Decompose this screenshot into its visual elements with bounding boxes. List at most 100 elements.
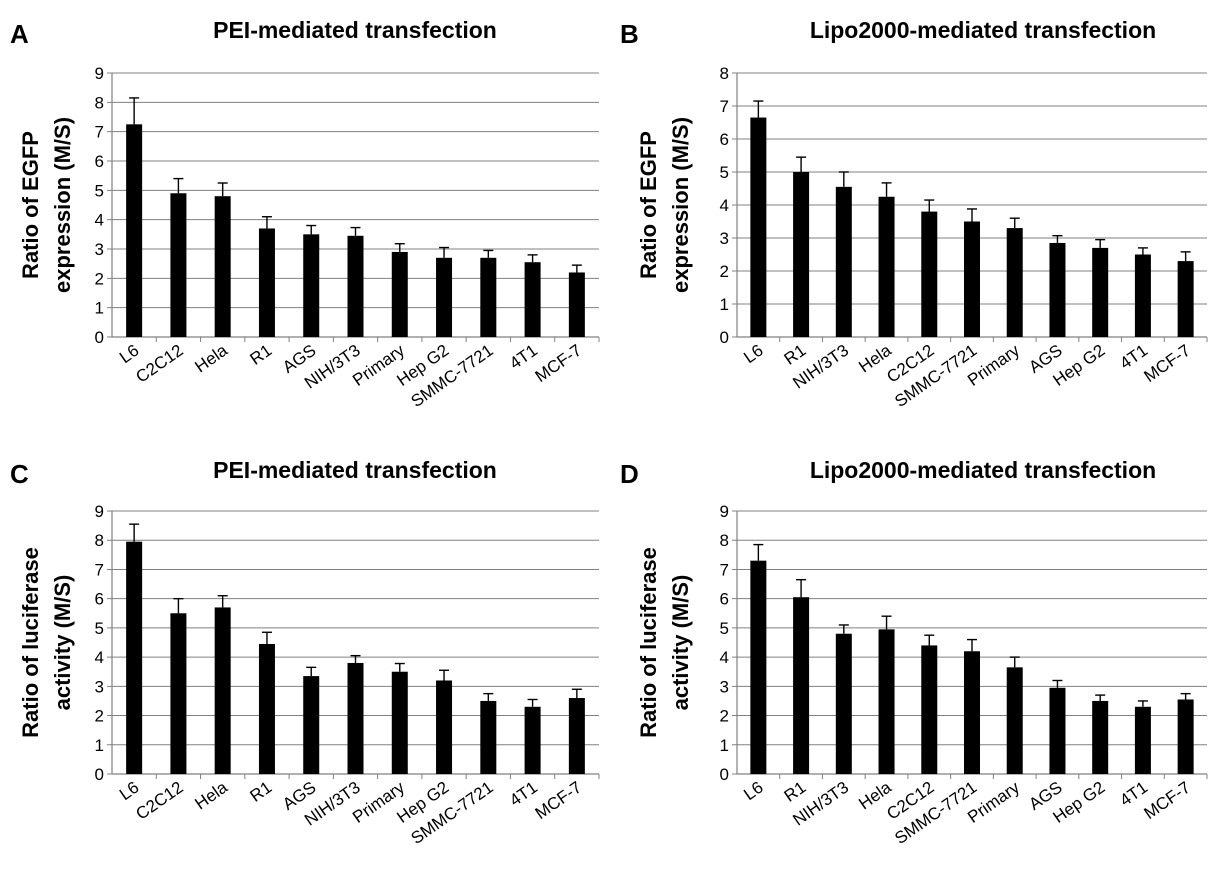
- x-tick-label: MCF-7: [1140, 341, 1193, 386]
- bar: [303, 676, 320, 774]
- x-tick-label: C2C12: [132, 778, 186, 824]
- panel-letter: D: [620, 459, 639, 489]
- bar: [524, 706, 541, 774]
- y-tick-label: 5: [720, 163, 729, 182]
- panel-letter: A: [10, 19, 29, 49]
- y-tick-label: 4: [95, 211, 104, 230]
- y-tick-label: 4: [720, 648, 729, 667]
- x-tick-label: R1: [247, 778, 276, 806]
- x-tick-label: Hela: [191, 340, 231, 376]
- y-tick-label: 6: [95, 152, 104, 171]
- bar: [1006, 667, 1023, 774]
- y-tick-label: 0: [95, 328, 104, 347]
- y-tick-label: 8: [720, 64, 729, 83]
- y-tick-label: 2: [720, 707, 729, 726]
- x-tick-label: Hela: [191, 777, 231, 813]
- y-tick-label: 3: [720, 677, 729, 696]
- y-tick-label: 8: [95, 93, 104, 112]
- bar: [835, 186, 852, 337]
- x-tick-label: L6: [116, 778, 142, 804]
- bar: [258, 643, 275, 774]
- bar: [1134, 706, 1151, 774]
- bar: [524, 262, 541, 337]
- bar: [170, 613, 187, 774]
- panel-a: A PEI-mediated transfection Ratio of EGFP e…: [0, 0, 600, 430]
- chart-svg: B Lipo2000-mediated transfection Ratio of …: [620, 17, 1208, 411]
- y-tick-label: 6: [720, 130, 729, 149]
- y-axis-label: expression (M/S): [668, 117, 693, 293]
- y-axis-label: Ratio of luciferase: [18, 547, 43, 738]
- x-tick-label: L6: [740, 778, 766, 804]
- y-tick-label: 3: [95, 240, 104, 259]
- bar: [126, 124, 143, 337]
- y-tick-label: 7: [95, 123, 104, 142]
- bar: [347, 235, 364, 337]
- x-tick-label: C2C12: [132, 341, 186, 387]
- bar: [170, 193, 187, 337]
- y-tick-label: 8: [95, 531, 104, 550]
- chart-title: PEI-mediated transfection: [213, 17, 497, 43]
- bar: [835, 633, 852, 774]
- y-tick-label: 5: [720, 619, 729, 638]
- x-tick-label: R1: [781, 778, 810, 806]
- y-tick-label: 9: [95, 502, 104, 521]
- bar: [568, 272, 585, 337]
- x-tick-label: L6: [740, 341, 766, 367]
- x-tick-label: MCF-7: [1140, 778, 1193, 823]
- bar: [964, 651, 980, 774]
- bar: [878, 196, 895, 337]
- bar: [1006, 228, 1023, 337]
- y-tick-label: 9: [95, 64, 104, 83]
- bar: [1177, 261, 1194, 337]
- bar: [964, 221, 980, 337]
- y-tick-label: 4: [720, 196, 729, 215]
- x-tick-label: R1: [781, 341, 810, 369]
- bar: [214, 607, 231, 774]
- y-tick-label: 1: [95, 299, 104, 318]
- x-tick-label: MCF-7: [532, 341, 585, 386]
- y-tick-label: 0: [720, 328, 729, 347]
- panel-c: C PEI-mediated transfection Ratio of lucif…: [0, 440, 600, 870]
- y-tick-label: 2: [95, 707, 104, 726]
- bar: [1177, 699, 1194, 774]
- y-tick-label: 0: [720, 765, 729, 784]
- bar: [480, 257, 497, 337]
- chart-title: Lipo2000-mediated transfection: [810, 17, 1156, 43]
- y-axis-label: Ratio of EGFP: [636, 131, 661, 279]
- bar: [921, 211, 938, 337]
- y-tick-label: 6: [720, 590, 729, 609]
- bar: [921, 645, 938, 774]
- y-axis-label: activity (M/S): [668, 575, 693, 711]
- y-tick-label: 8: [720, 531, 729, 550]
- bar: [258, 228, 275, 337]
- bar: [1134, 254, 1151, 337]
- bar: [1049, 687, 1066, 774]
- bar: [391, 251, 408, 337]
- y-tick-label: 7: [95, 560, 104, 579]
- bar: [126, 541, 143, 774]
- chart-svg: D Lipo2000-mediated transfection Ratio of …: [620, 457, 1208, 848]
- y-tick-label: 0: [95, 765, 104, 784]
- panel-d: D Lipo2000-mediated transfection Ratio of …: [608, 440, 1208, 870]
- bar: [214, 196, 231, 337]
- chart-svg: A PEI-mediated transfection Ratio of EGFP e…: [10, 17, 600, 411]
- y-tick-label: 2: [720, 262, 729, 281]
- y-tick-label: 1: [95, 736, 104, 755]
- chart-svg: C PEI-mediated transfection Ratio of lucif…: [10, 457, 600, 848]
- panel-letter: B: [620, 19, 639, 49]
- y-tick-label: 3: [720, 229, 729, 248]
- y-tick-label: 5: [95, 619, 104, 638]
- y-axis-label: expression (M/S): [50, 117, 75, 293]
- chart-title: Lipo2000-mediated transfection: [810, 457, 1156, 483]
- bar: [568, 698, 585, 774]
- bar: [391, 671, 408, 774]
- bar: [750, 117, 767, 337]
- x-tick-label: MCF-7: [532, 778, 585, 823]
- y-tick-label: 4: [95, 648, 104, 667]
- bar: [436, 257, 453, 337]
- x-tick-label: R1: [247, 341, 276, 369]
- chart-title: PEI-mediated transfection: [213, 457, 497, 483]
- y-tick-label: 3: [95, 677, 104, 696]
- bar: [750, 560, 767, 774]
